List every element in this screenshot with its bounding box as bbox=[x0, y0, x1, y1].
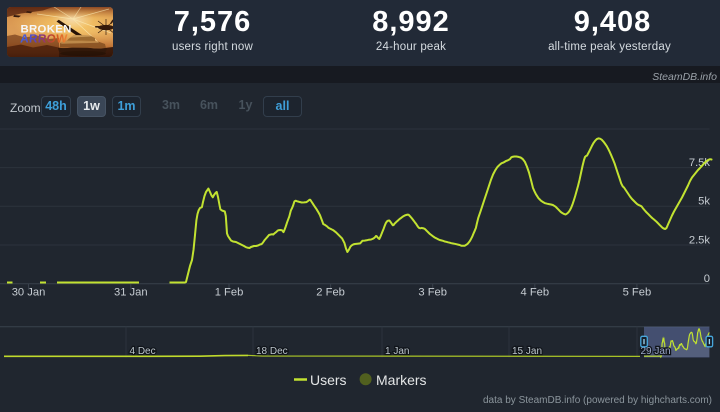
svg-text:15 Jan: 15 Jan bbox=[512, 346, 542, 357]
svg-text:2.5k: 2.5k bbox=[689, 234, 711, 246]
svg-text:4 Feb: 4 Feb bbox=[520, 287, 549, 299]
svg-text:31 Jan: 31 Jan bbox=[114, 287, 148, 299]
svg-text:30 Jan: 30 Jan bbox=[12, 287, 46, 299]
svg-text:1 Jan: 1 Jan bbox=[385, 346, 409, 357]
svg-text:5 Feb: 5 Feb bbox=[623, 287, 652, 299]
svg-text:3 Feb: 3 Feb bbox=[418, 287, 447, 299]
svg-text:1 Feb: 1 Feb bbox=[215, 287, 244, 299]
svg-text:18 Dec: 18 Dec bbox=[256, 346, 288, 357]
svg-text:2 Feb: 2 Feb bbox=[316, 287, 345, 299]
svg-text:29 Jan: 29 Jan bbox=[641, 346, 671, 357]
svg-text:BROKEN: BROKEN bbox=[21, 23, 72, 35]
svg-text:ARROW: ARROW bbox=[20, 32, 69, 46]
svg-text:5k: 5k bbox=[698, 196, 710, 208]
svg-text:4 Dec: 4 Dec bbox=[130, 346, 156, 357]
svg-text:0: 0 bbox=[704, 273, 710, 285]
svg-text:7.5k: 7.5k bbox=[689, 157, 711, 169]
